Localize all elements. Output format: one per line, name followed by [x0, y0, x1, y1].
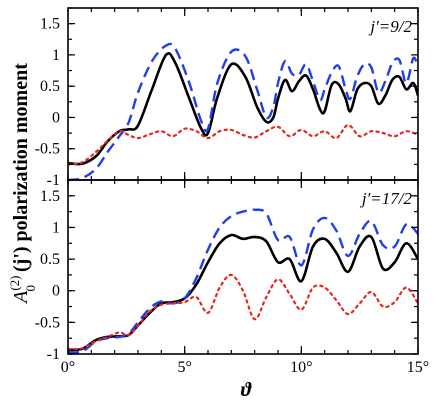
- panel-frame: [67, 7, 419, 181]
- y-tick-label: -1: [47, 346, 60, 363]
- y-tick-label: -0.5: [35, 141, 60, 158]
- panel-series-group: [68, 42, 418, 180]
- y-axis-label-text: (j') polarization moment: [10, 63, 32, 277]
- y-axis-label: A(2)0 (j') polarization moment: [7, 63, 38, 305]
- panel-frame: [67, 179, 419, 355]
- y-tick-label: -1: [47, 172, 60, 189]
- y-axis-label-subscript: 0: [23, 285, 38, 292]
- y-axis-label-base: A: [10, 290, 32, 305]
- panel-2: -1 -0.5 0 0.5 1 1.5 j′=17/2: [35, 179, 419, 363]
- y-tick-label: 0: [52, 283, 60, 300]
- series-line-dashed: [68, 208, 418, 354]
- x-tick-label: 5°: [177, 359, 191, 376]
- panel-1: -1 -0.5 0 0.5 1 1.5 j′=9/2: [35, 7, 419, 189]
- series-line-dotted: [68, 123, 418, 166]
- y-tick-label: 1: [52, 219, 60, 236]
- series-line-solid: [68, 233, 418, 352]
- series-line-dotted: [68, 273, 418, 351]
- panels-layer: -1 -0.5 0 0.5 1 1.5 j′=9/2 -1 -0.5 0 0.5 1 1.5 j′=17/…: [35, 7, 429, 376]
- x-tick-label: 15°: [407, 359, 429, 376]
- x-tick-label: 0°: [61, 359, 75, 376]
- series-line-solid: [68, 52, 418, 166]
- y-tick-label: 0.5: [40, 251, 60, 268]
- y-tick-label: 1: [52, 47, 60, 64]
- y-tick-label: 0.5: [40, 78, 60, 95]
- panel-label: j′=17/2: [360, 189, 413, 208]
- x-axis-label: ϑ: [241, 379, 253, 401]
- y-tick-label: -0.5: [35, 314, 60, 331]
- panel-label: j′=9/2: [368, 17, 412, 36]
- y-tick-label: 1.5: [40, 188, 60, 205]
- x-tick-label: 10°: [290, 359, 312, 376]
- y-tick-label: 0: [52, 109, 60, 126]
- series-line-dashed: [68, 42, 418, 180]
- y-tick-label: 1.5: [40, 16, 60, 33]
- panel-series-group: [68, 208, 418, 354]
- y-axis-label-superscript: (2): [7, 275, 22, 290]
